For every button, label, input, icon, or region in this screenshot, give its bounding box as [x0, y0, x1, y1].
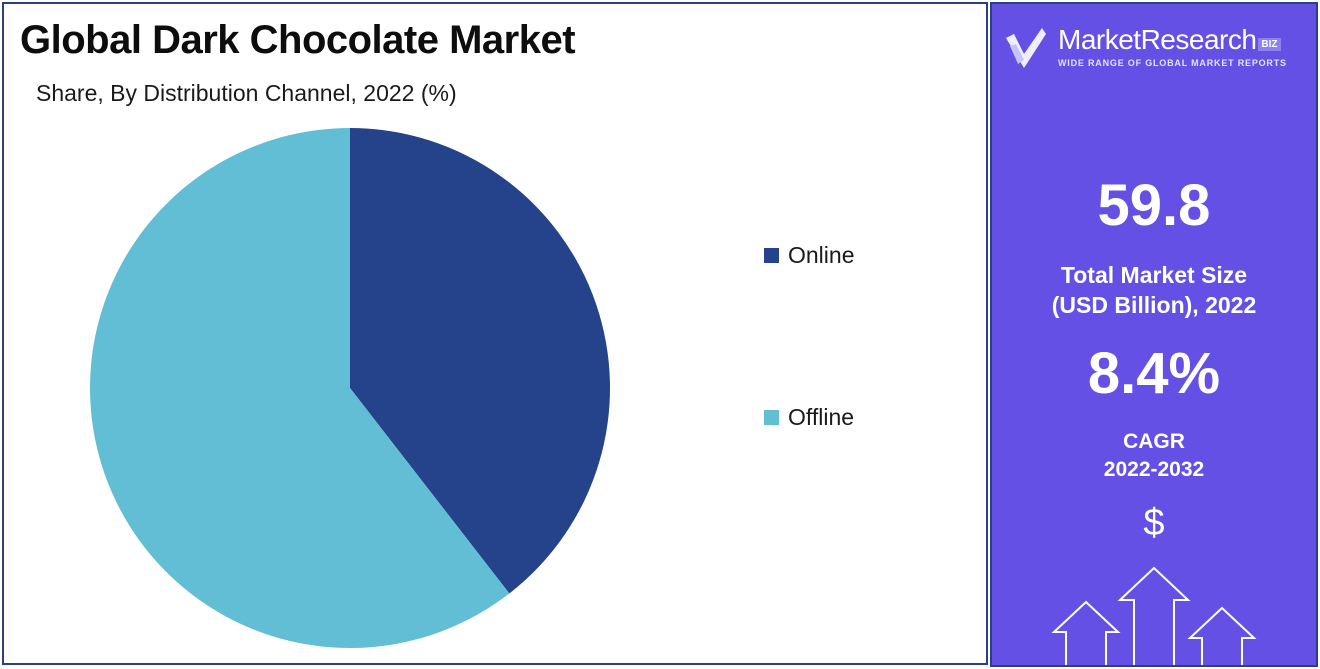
pie-slice-offline	[90, 127, 510, 648]
dollar-icon: $	[1143, 502, 1165, 544]
brand-badge: BIZ	[1258, 38, 1281, 52]
pie-slice-online	[350, 128, 611, 594]
legend-item-offline: Offline	[764, 402, 854, 432]
market-size-label-line1: Total Market Size	[1060, 262, 1248, 288]
market-size-value: 59.8	[1097, 173, 1211, 238]
pie-chart	[90, 127, 611, 648]
legend-item-online: Online	[764, 240, 854, 270]
brand-name: MarketResearch	[1058, 24, 1257, 55]
brand-logo-icon	[1006, 28, 1046, 68]
chart-panel: Global Dark Chocolate Market Share, By D…	[2, 2, 988, 665]
cagr-value: 8.4%	[1087, 341, 1221, 406]
cagr-label-line1: CAGR	[1123, 430, 1185, 453]
market-size-label: Total Market Size (USD Billion), 2022	[992, 260, 1316, 320]
brand: MarketResearch BIZ WIDE RANGE OF GLOBAL M…	[1004, 24, 1287, 74]
cagr-label: CAGR 2022-2032	[992, 428, 1316, 484]
market-size-label-line2: (USD Billion), 2022	[1051, 292, 1257, 318]
legend-swatch-offline	[764, 409, 779, 425]
cagr-label-line2: 2022-2032	[1103, 458, 1205, 481]
legend-label-offline: Offline	[788, 403, 855, 430]
chart-legend: Online Offline	[764, 240, 854, 564]
stats-panel: MarketResearch BIZ WIDE RANGE OF GLOBAL M…	[990, 2, 1318, 667]
brand-tagline: WIDE RANGE OF GLOBAL MARKET REPORTS	[1058, 58, 1287, 68]
growth-arrows-icon	[1051, 566, 1257, 665]
chart-subtitle: Share, By Distribution Channel, 2022 (%)	[36, 80, 457, 106]
chart-title: Global Dark Chocolate Market	[20, 18, 576, 62]
legend-swatch-online	[764, 247, 779, 263]
legend-label-online: Online	[788, 241, 855, 268]
